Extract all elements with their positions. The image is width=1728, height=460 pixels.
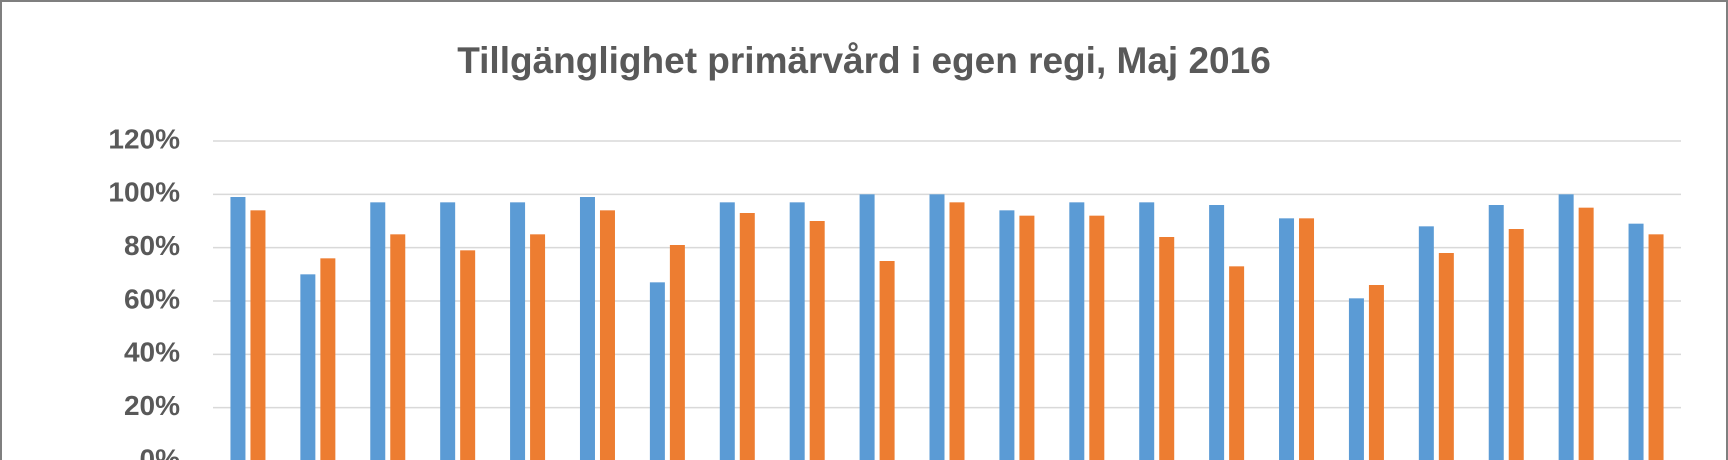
bar — [370, 202, 386, 460]
bar — [1348, 298, 1364, 460]
bar — [1229, 266, 1245, 460]
bar — [1558, 194, 1574, 460]
bar — [1299, 218, 1315, 460]
bar — [1279, 218, 1295, 460]
bar — [320, 258, 336, 460]
bar — [510, 202, 526, 460]
bar — [390, 234, 406, 460]
bar — [1209, 205, 1225, 460]
bar — [879, 261, 895, 460]
bar — [1019, 215, 1035, 460]
bar — [1578, 207, 1594, 460]
bar — [1159, 237, 1175, 460]
bar — [789, 202, 805, 460]
bar — [460, 250, 476, 460]
bar — [1368, 285, 1384, 460]
bar — [250, 210, 266, 460]
bar — [719, 202, 735, 460]
bar — [1488, 205, 1504, 460]
bar — [1139, 202, 1155, 460]
bar — [530, 234, 546, 460]
y-tick-label: 60% — [124, 283, 180, 314]
bar — [1418, 226, 1434, 460]
bar — [739, 213, 755, 460]
bar — [300, 274, 316, 460]
chart-title: Tillgänglighet primärvård i egen regi, M… — [457, 40, 1271, 81]
bar — [1438, 253, 1454, 460]
bar — [230, 197, 246, 460]
bar — [579, 197, 595, 460]
bar — [669, 245, 685, 460]
bar — [440, 202, 456, 460]
y-tick-label: 80% — [124, 230, 180, 261]
bar — [859, 194, 875, 460]
y-tick-label: 100% — [108, 177, 180, 208]
bar — [1089, 215, 1105, 460]
y-tick-label: 0% — [140, 443, 181, 460]
y-tick-label: 120% — [108, 123, 180, 154]
bar — [949, 202, 965, 460]
bar — [929, 194, 945, 460]
bar — [1508, 229, 1524, 460]
bar — [809, 221, 825, 460]
bar — [649, 282, 665, 460]
bar — [1648, 234, 1664, 460]
y-tick-label: 20% — [124, 390, 180, 421]
bar — [999, 210, 1015, 460]
bar — [599, 210, 615, 460]
bar — [1069, 202, 1085, 460]
y-tick-label: 40% — [124, 337, 180, 368]
bar — [1628, 223, 1644, 460]
